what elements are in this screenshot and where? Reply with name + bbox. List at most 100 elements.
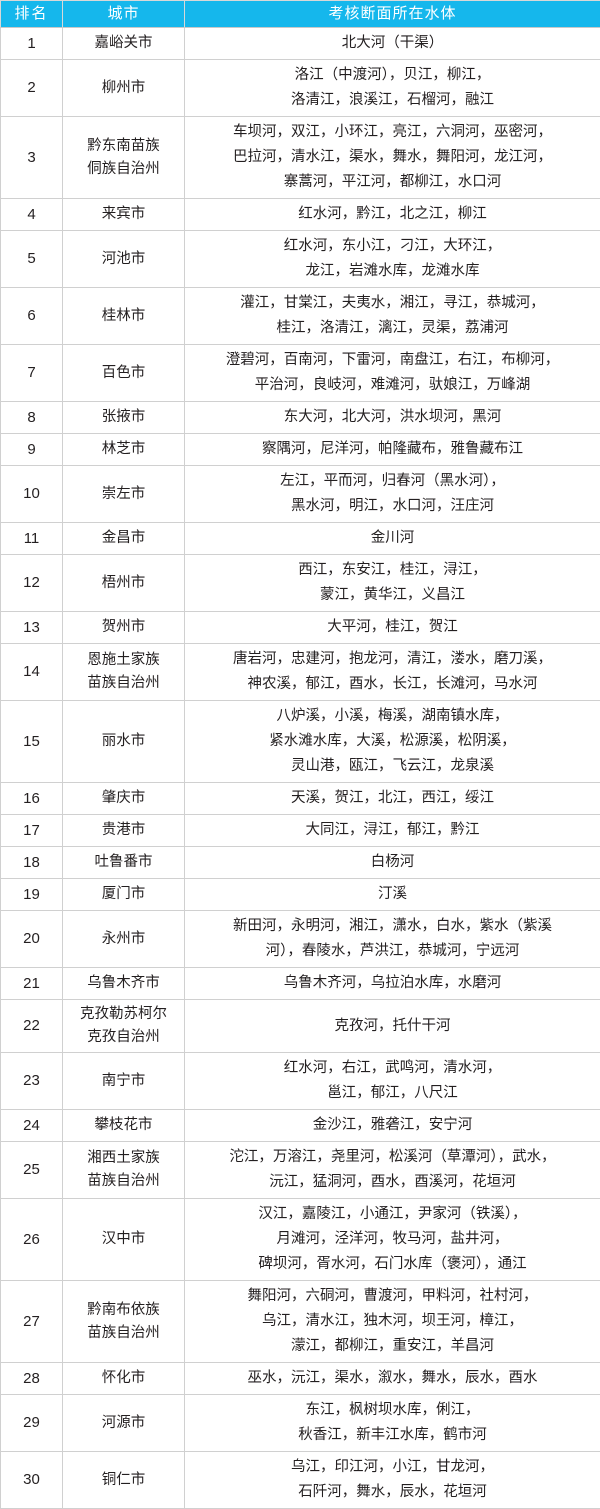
cell-water-body: 克孜河，托什干河 <box>185 1000 600 1053</box>
water-body-line: 新田河，永明河，湘江，潇水，白水，紫水（紫溪 <box>189 914 596 939</box>
water-body-line: 天溪，贺江，北江，西江，绥江 <box>189 786 596 811</box>
water-body-line: 舞阳河，六硐河，曹渡河，甲料河，社村河， <box>189 1284 596 1309</box>
cell-water-body: 新田河，永明河，湘江，潇水，白水，紫水（紫溪河），春陵水，芦洪江，恭城河，宁远河 <box>185 911 600 968</box>
cell-rank: 10 <box>1 466 63 523</box>
cell-water-body: 东大河，北大河，洪水坝河，黑河 <box>185 402 600 434</box>
water-body-line: 平治河，良岐河，难滩河，驮娘江，万峰湖 <box>189 373 596 398</box>
water-body-line: 大平河，桂江，贺江 <box>189 615 596 640</box>
water-body-line: 黑水河，明江，水口河，汪庄河 <box>189 494 596 519</box>
cell-water-body: 车坝河，双江，小环江，亮江，六洞河，巫密河，巴拉河，清水江，渠水，舞水，舞阳河，… <box>185 117 600 199</box>
city-line: 汉中市 <box>65 1228 182 1251</box>
cell-water-body: 大同江，浔江，郁江，黔江 <box>185 815 600 847</box>
water-body-line: 月滩河，泾洋河，牧马河，盐井河， <box>189 1227 596 1252</box>
water-body-line: 东江，枫树坝水库，俐江， <box>189 1398 596 1423</box>
cell-city: 恩施土家族苗族自治州 <box>63 644 185 701</box>
cell-city: 金昌市 <box>63 523 185 555</box>
water-body-line: 唐岩河，忠建河，抱龙河，清江，溇水，磨刀溪， <box>189 647 596 672</box>
water-body-line: 灌江，甘棠江，夫夷水，湘江，寻江，恭城河， <box>189 291 596 316</box>
cell-city: 南宁市 <box>63 1053 185 1110</box>
city-line: 林芝市 <box>65 438 182 461</box>
cell-water-body: 察隅河，尼洋河，帕隆藏布，雅鲁藏布江 <box>185 434 600 466</box>
table-header-row: 排名 城市 考核断面所在水体 <box>1 1 600 28</box>
city-line: 张掖市 <box>65 406 182 429</box>
water-body-line: 巴拉河，清水江，渠水，舞水，舞阳河，龙江河， <box>189 145 596 170</box>
water-body-line: 龙江，岩滩水库，龙滩水库 <box>189 259 596 284</box>
cell-water-body: 西江，东安江，桂江，浔江，蒙江，黄华江，义昌江 <box>185 555 600 612</box>
cell-city: 怀化市 <box>63 1363 185 1395</box>
water-body-line: 乌江，印江河，小江，甘龙河， <box>189 1455 596 1480</box>
water-body-line: 左江，平而河，归春河（黑水河）， <box>189 469 596 494</box>
cell-city: 张掖市 <box>63 402 185 434</box>
water-body-line: 金沙江，雅砻江，安宁河 <box>189 1113 596 1138</box>
water-body-line: 洛清江，浪溪江，石榴河，融江 <box>189 88 596 113</box>
city-line: 攀枝花市 <box>65 1114 182 1137</box>
water-body-line: 西江，东安江，桂江，浔江， <box>189 558 596 583</box>
city-line: 恩施土家族 <box>65 649 182 672</box>
cell-water-body: 乌鲁木齐河，乌拉泊水库，水磨河 <box>185 968 600 1000</box>
cell-water-body: 红水河，右江，武鸣河，清水河，邕江，郁江，八尺江 <box>185 1053 600 1110</box>
cell-city: 肇庆市 <box>63 783 185 815</box>
city-line: 怀化市 <box>65 1367 182 1390</box>
cell-rank: 21 <box>1 968 63 1000</box>
cell-water-body: 汉江，嘉陵江，小通江，尹家河（铁溪），月滩河，泾洋河，牧马河，盐井河，碑坝河，胥… <box>185 1199 600 1281</box>
cell-city: 克孜勒苏柯尔克孜自治州 <box>63 1000 185 1053</box>
cell-rank: 14 <box>1 644 63 701</box>
city-line: 苗族自治州 <box>65 1322 182 1345</box>
cell-rank: 16 <box>1 783 63 815</box>
water-body-line: 克孜河，托什干河 <box>189 1014 596 1039</box>
cell-water-body: 金沙江，雅砻江，安宁河 <box>185 1110 600 1142</box>
city-line: 河池市 <box>65 248 182 271</box>
cell-city: 铜仁市 <box>63 1452 185 1509</box>
city-line: 贺州市 <box>65 616 182 639</box>
column-header-city: 城市 <box>63 1 185 28</box>
cell-water-body: 白杨河 <box>185 847 600 879</box>
column-header-rank: 排名 <box>1 1 63 28</box>
water-body-line: 沅江，猛洞河，酉水，酉溪河，花垣河 <box>189 1170 596 1195</box>
cell-rank: 17 <box>1 815 63 847</box>
city-line: 金昌市 <box>65 527 182 550</box>
cell-water-body: 汀溪 <box>185 879 600 911</box>
cell-water-body: 八炉溪，小溪，梅溪，湖南镇水库，紧水滩水库，大溪，松源溪，松阴溪，灵山港，瓯江，… <box>185 701 600 783</box>
cell-rank: 29 <box>1 1395 63 1452</box>
water-body-line: 车坝河，双江，小环江，亮江，六洞河，巫密河， <box>189 120 596 145</box>
cell-city: 贵港市 <box>63 815 185 847</box>
cell-water-body: 天溪，贺江，北江，西江，绥江 <box>185 783 600 815</box>
cell-city: 桂林市 <box>63 288 185 345</box>
cell-water-body: 灌江，甘棠江，夫夷水，湘江，寻江，恭城河，桂江，洛清江，漓江，灵渠，荔浦河 <box>185 288 600 345</box>
water-body-line: 八炉溪，小溪，梅溪，湖南镇水库， <box>189 704 596 729</box>
cell-city: 来宾市 <box>63 199 185 231</box>
cell-water-body: 红水河，黔江，北之江，柳江 <box>185 199 600 231</box>
cell-rank: 6 <box>1 288 63 345</box>
water-body-line: 汉江，嘉陵江，小通江，尹家河（铁溪）， <box>189 1202 596 1227</box>
cell-rank: 20 <box>1 911 63 968</box>
water-body-line: 神农溪，郁江，酉水，长江，长滩河，马水河 <box>189 672 596 697</box>
water-body-line: 灵山港，瓯江，飞云江，龙泉溪 <box>189 754 596 779</box>
cell-city: 黔东南苗族侗族自治州 <box>63 117 185 199</box>
cell-water-body: 舞阳河，六硐河，曹渡河，甲料河，社村河，乌江，清水江，独木河，坝王河，樟江，濛江… <box>185 1281 600 1363</box>
city-line: 侗族自治州 <box>65 158 182 181</box>
city-line: 桂林市 <box>65 305 182 328</box>
cell-water-body: 洛江（中渡河），贝江，柳江，洛清江，浪溪江，石榴河，融江 <box>185 60 600 117</box>
cell-city: 林芝市 <box>63 434 185 466</box>
water-body-line: 桂江，洛清江，漓江，灵渠，荔浦河 <box>189 316 596 341</box>
city-line: 乌鲁木齐市 <box>65 972 182 995</box>
cell-rank: 15 <box>1 701 63 783</box>
cell-city: 汉中市 <box>63 1199 185 1281</box>
cell-rank: 26 <box>1 1199 63 1281</box>
city-line: 永州市 <box>65 928 182 951</box>
water-body-line: 汀溪 <box>189 882 596 907</box>
water-body-line: 濛江，都柳江，重安江，羊昌河 <box>189 1334 596 1359</box>
